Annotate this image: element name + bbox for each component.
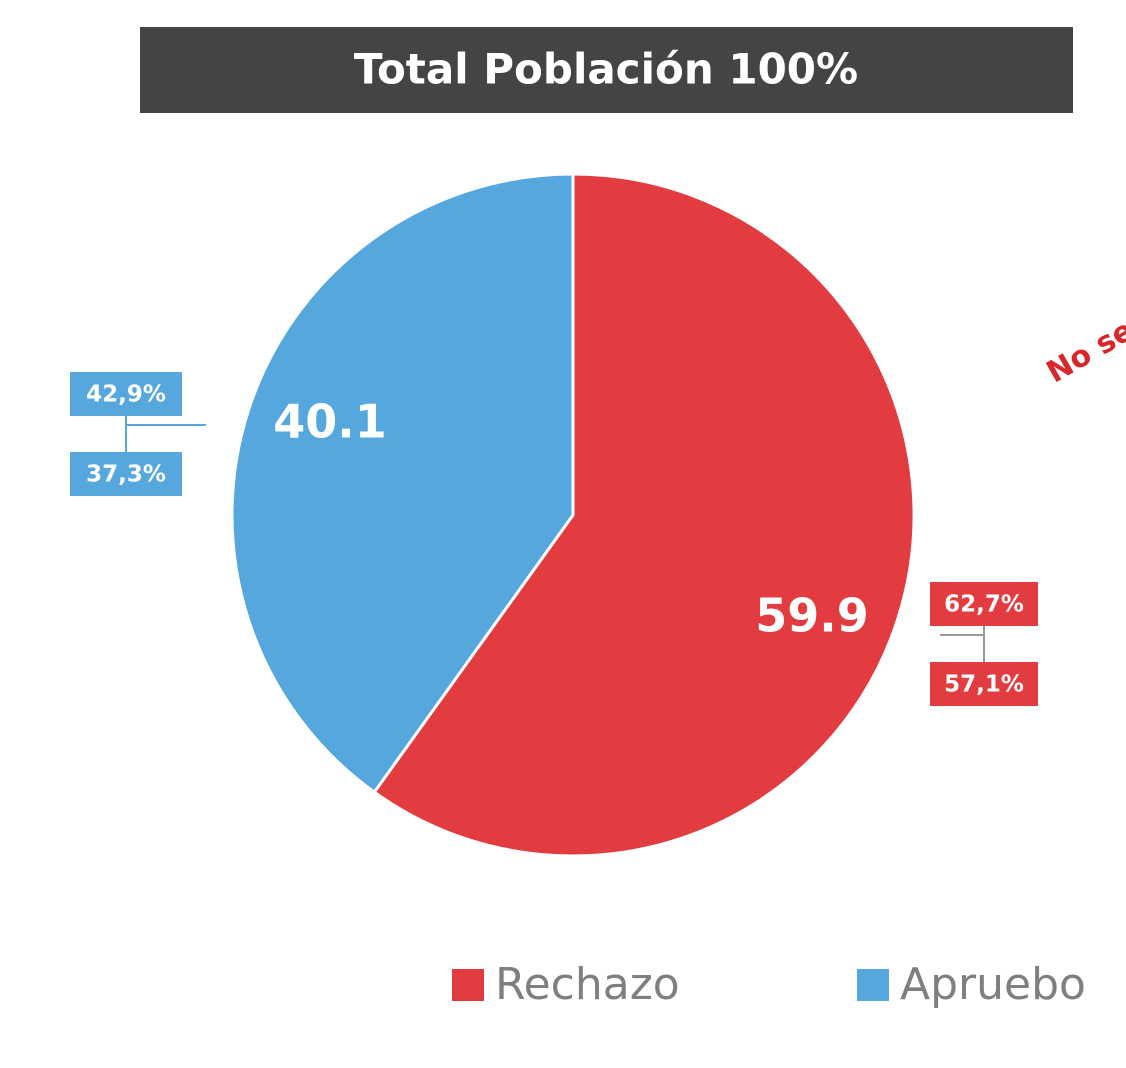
range-box [930,582,1038,626]
range-box [930,662,1038,706]
range-box [70,452,182,496]
legend-swatch [857,969,889,1001]
legend-swatch [452,969,484,1001]
pie-slice [230,172,575,795]
title-bar [140,27,1073,113]
legend-label: Rechazo [495,959,680,1010]
value-label: 40.1 [273,395,387,449]
range-label: 57,1% [944,672,1024,698]
legend-label: Apruebo [900,959,1086,1010]
range-box [70,372,182,416]
range-label: 37,3% [86,462,166,488]
chart-title: Total Población 100% [354,45,858,94]
range-label: 62,7% [944,592,1024,618]
value-label: 59.9 [755,589,869,643]
annotation: No se [1041,313,1126,390]
pie-slice [372,172,916,858]
range-label: 42,9% [86,382,166,408]
